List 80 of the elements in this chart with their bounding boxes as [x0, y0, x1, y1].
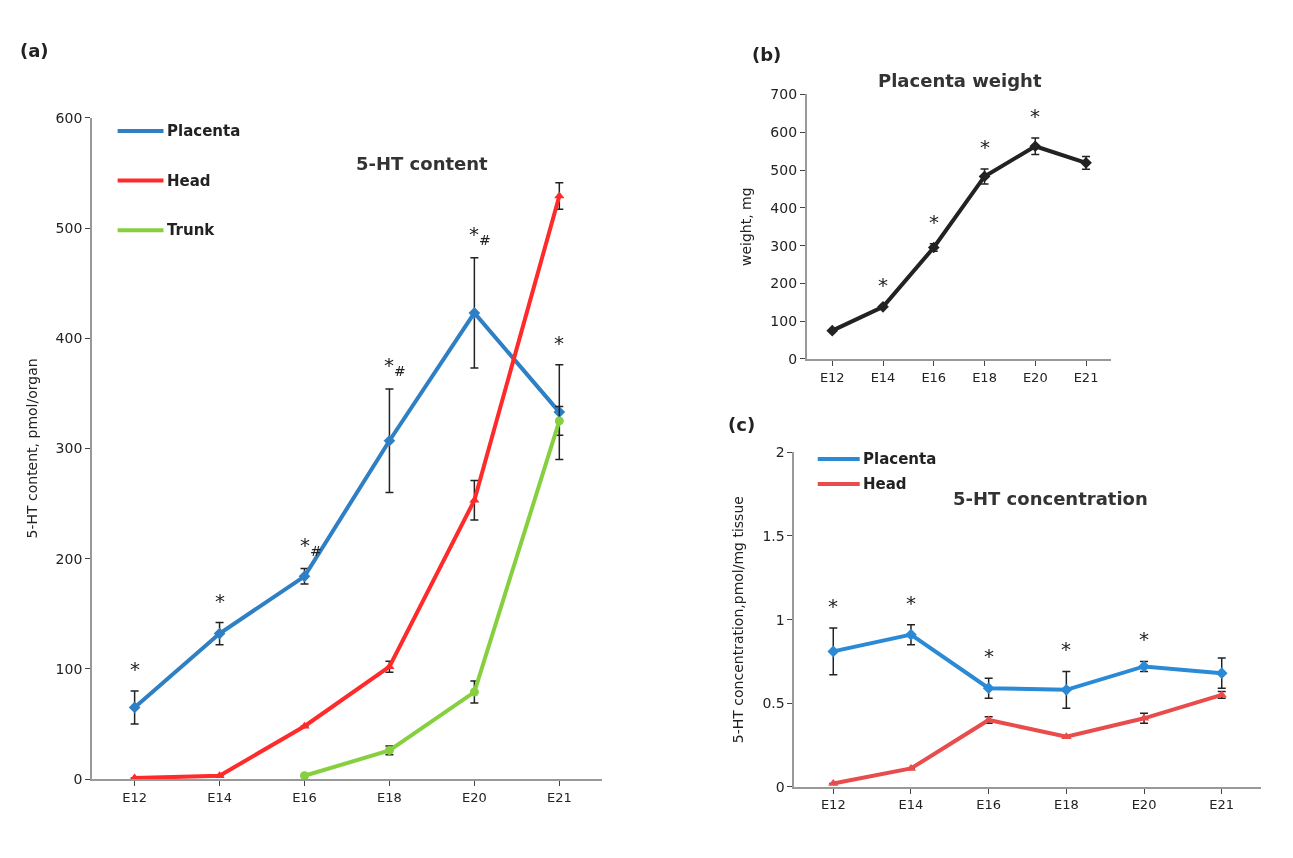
point [826, 324, 839, 337]
text: (b) [752, 44, 782, 65]
annotation: * [130, 657, 140, 681]
legend-label: Head [863, 475, 907, 493]
text: 5-HT concentration [953, 488, 1148, 509]
point [213, 627, 226, 640]
text: (a) [20, 40, 49, 61]
annotation: * [878, 273, 888, 297]
x-tick-label: E20 [461, 789, 487, 805]
annotation: * [1061, 637, 1071, 661]
annotation: * [1139, 627, 1149, 651]
point [827, 645, 840, 658]
point [128, 701, 141, 714]
y-tick-label: 300 [55, 440, 83, 457]
point [300, 771, 309, 780]
annotation: *$_{#}$ [469, 222, 491, 249]
y-tick-label: 600 [770, 124, 798, 141]
y-tick-label: 0.5 [762, 695, 785, 712]
x-tick-label: E18 [377, 789, 402, 805]
y-tick-label: 1 [775, 611, 785, 628]
y-tick-label: 2 [775, 444, 785, 461]
x-tick-label: E21 [546, 789, 572, 805]
legend-label: Trunk [167, 221, 216, 239]
point [554, 416, 564, 426]
x-tick-label: E18 [972, 369, 997, 385]
legend-label: Placenta [863, 450, 937, 468]
x-tick-label: E20 [1131, 797, 1157, 813]
point [469, 687, 479, 697]
y-tick-label: 0 [73, 771, 83, 787]
y-tick-label: 400 [770, 199, 798, 216]
point [554, 191, 565, 199]
x-tick-label: E12 [819, 369, 845, 385]
y-tick-label: 200 [770, 275, 798, 292]
annotation: *$_{#}$ [384, 353, 406, 380]
x-tick-label: E21 [1073, 369, 1099, 385]
x-tick-label: E18 [1053, 797, 1079, 813]
annotation: * [828, 594, 838, 618]
legend-label: Head [167, 172, 211, 190]
x-tick-label: E16 [976, 797, 1002, 813]
annotation: * [215, 589, 225, 613]
y-axis-title: weight, mg [738, 187, 755, 267]
y-tick-label: 500 [770, 161, 798, 178]
annotation: * [1030, 104, 1040, 128]
y-tick-label: 400 [55, 330, 83, 347]
y-tick-label: 100 [770, 313, 798, 330]
x-tick-label: E14 [207, 789, 232, 805]
point [383, 434, 396, 447]
y-tick-label: 600 [55, 109, 83, 126]
x-tick-label: E12 [122, 789, 147, 805]
y-tick-label: 700 [770, 86, 798, 103]
y-tick-label: 100 [55, 660, 83, 677]
legend-label: Placenta [167, 122, 241, 140]
text: (c) [728, 414, 756, 435]
annotation: * [984, 644, 994, 668]
x-tick-label: E20 [1022, 369, 1048, 385]
text: 5-HT content [356, 153, 489, 174]
point [468, 307, 481, 319]
annotation: * [929, 210, 939, 234]
annotation: * [554, 331, 564, 355]
x-tick-label: E16 [921, 369, 947, 385]
y-tick-label: 500 [55, 219, 83, 236]
chart-title: Placenta weight [878, 70, 1042, 91]
annotation: * [906, 591, 916, 615]
x-tick-label: E12 [820, 797, 846, 813]
y-tick-label: 200 [55, 550, 83, 567]
x-tick-label: E21 [1209, 797, 1235, 813]
y-axis-title: 5-HT content, pmol/organ [23, 358, 40, 539]
x-tick-label: E16 [292, 789, 317, 805]
point [905, 628, 917, 641]
x-tick-label: E14 [870, 369, 896, 385]
point [214, 771, 225, 779]
y-axis-title: 5-HT concentration,pmol/mg tissue [730, 496, 747, 744]
point [469, 495, 480, 503]
y-tick-label: 1.5 [762, 527, 785, 544]
x-tick-label: E14 [898, 797, 924, 813]
y-tick-label: 0 [775, 778, 785, 795]
y-tick-label: 0 [788, 350, 798, 367]
annotation: * [980, 135, 990, 159]
point [877, 300, 889, 313]
y-tick-label: 300 [770, 237, 798, 254]
